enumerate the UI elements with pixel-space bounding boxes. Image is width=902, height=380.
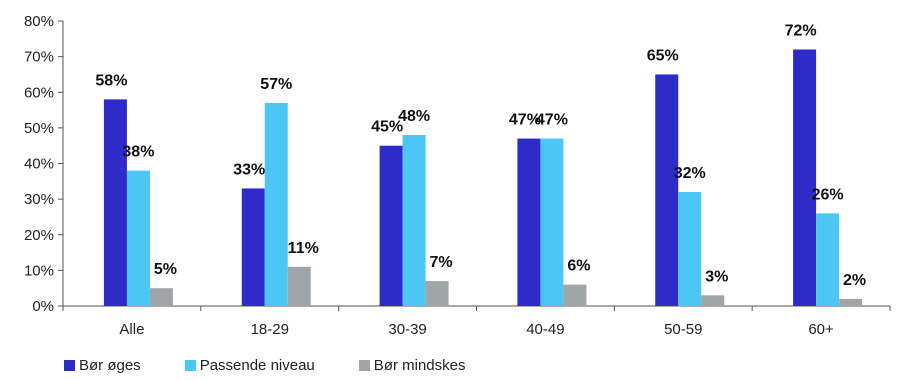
data-label: 58% [95, 72, 127, 89]
bar [287, 266, 311, 306]
data-label: 45% [371, 119, 403, 136]
bar [149, 288, 173, 306]
bar [655, 74, 679, 306]
y-tick-label: 20% [24, 227, 54, 244]
data-label: 5% [154, 261, 177, 278]
bar [241, 188, 265, 306]
bar [103, 99, 127, 306]
y-tick-label: 50% [24, 120, 54, 137]
bar [425, 281, 449, 306]
data-label: 3% [705, 268, 728, 285]
data-label: 72% [785, 23, 817, 40]
data-label: 57% [260, 76, 292, 93]
y-tick-label: 80% [24, 13, 54, 30]
legend-swatch [184, 360, 196, 371]
data-label: 6% [567, 258, 590, 275]
x-tick-label: 50-59 [664, 321, 702, 338]
data-label: 48% [398, 108, 430, 125]
legend-swatch [64, 360, 75, 371]
x-tick-label: 30-39 [388, 321, 426, 338]
y-tick-label: 40% [24, 156, 54, 173]
bar [793, 49, 817, 306]
bar [517, 138, 541, 306]
data-label: 47% [509, 112, 541, 129]
legend-swatch [358, 360, 370, 371]
bar [839, 298, 863, 306]
data-label: 11% [288, 240, 319, 257]
legend: Bør øges Passende niveau Bør mindskes [64, 357, 509, 374]
legend-label: Bør øges [79, 357, 141, 374]
y-tick-label: 10% [24, 262, 54, 279]
x-tick-label: 18-29 [251, 321, 289, 338]
x-tick-label: 40-49 [526, 321, 564, 338]
bar [816, 213, 840, 306]
data-label: 7% [430, 254, 453, 271]
data-label: 33% [233, 161, 265, 178]
bar [678, 192, 702, 306]
data-label: 47% [536, 112, 568, 129]
y-tick-label: 70% [24, 49, 54, 66]
legend-label: Passende niveau [199, 357, 315, 374]
y-tick-label: 0% [32, 298, 54, 315]
data-labels: 58% 33% 45% 47% 65% 72% 38% 57% 48% 47% 32% 26% 5% 11… [95, 23, 866, 289]
bars [103, 49, 863, 306]
bar [402, 135, 426, 306]
bar [264, 102, 288, 306]
bar [540, 138, 564, 306]
data-label: 2% [843, 272, 866, 289]
x-tick-label: 60+ [808, 321, 834, 338]
legend-item: Passende niveau [184, 357, 315, 374]
x-tick-label: Alle [119, 321, 144, 338]
bar [379, 145, 403, 306]
bar [126, 170, 150, 306]
legend-item: Bør mindskes [358, 357, 466, 374]
data-label: 26% [812, 186, 844, 203]
data-label: 65% [647, 47, 679, 64]
y-tick-label: 60% [24, 84, 54, 101]
axes: 0% 10% 20% 30% 40% 50% 60% 70% 80% Alle 18-29 30-39… [24, 13, 891, 338]
bar [563, 284, 587, 306]
legend-item: Bør øges [64, 357, 141, 374]
data-label: 38% [122, 144, 154, 161]
y-tick-label: 30% [24, 191, 54, 208]
legend-label: Bør mindskes [373, 357, 466, 374]
data-label: 32% [674, 165, 706, 182]
bar [701, 295, 725, 306]
